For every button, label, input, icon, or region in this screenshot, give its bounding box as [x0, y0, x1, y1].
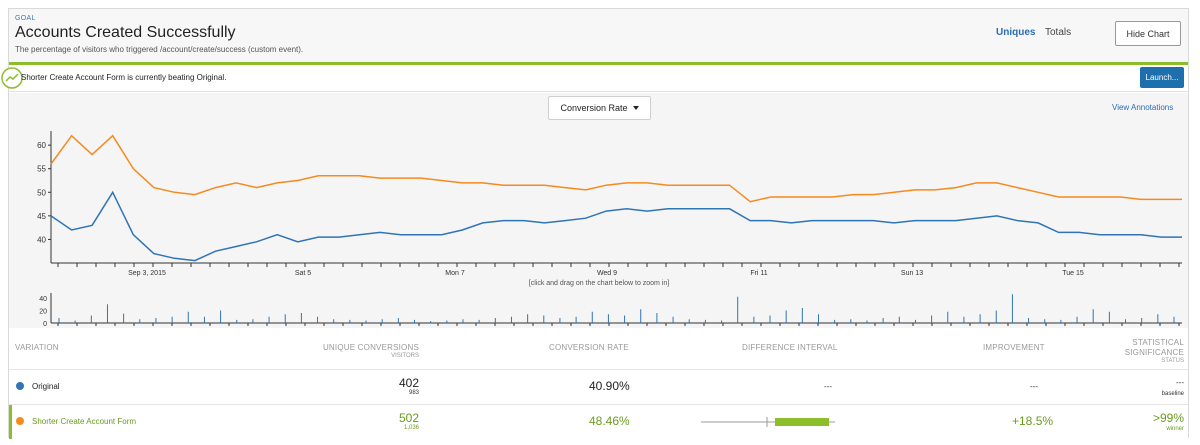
- view-annotations-link[interactable]: View Annotations: [1112, 103, 1174, 112]
- significance: ---: [1176, 378, 1184, 387]
- header-significance: SIGNIFICANCE: [1124, 348, 1184, 357]
- header-unique-conversions: UNIQUE CONVERSIONS: [322, 343, 419, 352]
- results-table: VARIATION UNIQUE CONVERSIONS VISITORS CO…: [9, 329, 1188, 439]
- difference-interval: ---: [824, 382, 832, 391]
- tab-totals[interactable]: Totals: [1045, 27, 1072, 38]
- y-tick-label: 45: [37, 212, 46, 221]
- metric-dropdown-label: Conversion Rate: [560, 103, 628, 113]
- table-row-variant[interactable]: Shorter Create Account Form 502 1,036 48…: [9, 405, 1188, 439]
- status-label: winner: [1166, 426, 1184, 432]
- overview-y-tick-label: 20: [39, 309, 47, 316]
- x-tick-label: Mon 7: [445, 270, 465, 277]
- conversion-rate-chart[interactable]: 40 45 50 55 60 Sep 3, 2015 Sat 5 Mon 7 Wed 9 Fri …: [9, 93, 1190, 328]
- x-tick-label: Tue 15: [1062, 270, 1084, 277]
- y-tick-label: 50: [37, 188, 46, 197]
- x-tick-label: Fri 11: [750, 270, 767, 277]
- caret-down-icon: [632, 106, 639, 110]
- header-status: STATUS: [1161, 358, 1184, 364]
- metric-dropdown[interactable]: Conversion Rate: [548, 96, 651, 120]
- series-line: [50, 190, 1182, 262]
- x-tick-label: Sep 3, 2015: [128, 270, 166, 277]
- y-tick-label: 40: [37, 235, 46, 244]
- header-conversion-rate: CONVERSION RATE: [549, 343, 629, 352]
- goal-title: Accounts Created Successfully: [15, 24, 236, 41]
- tab-uniques[interactable]: Uniques: [996, 27, 1036, 38]
- zoom-hint: [click and drag on the chart below to zo…: [529, 280, 670, 287]
- header-variation: VARIATION: [15, 343, 59, 352]
- row-divider: [9, 369, 1188, 370]
- winner-banner: Shorter Create Account Form is currently…: [1, 65, 1188, 92]
- variation-name: Shorter Create Account Form: [32, 417, 137, 426]
- original-color-dot: [16, 382, 24, 390]
- y-tick-label: 55: [37, 165, 46, 174]
- row-divider: [9, 404, 1188, 405]
- x-tick-label: Sat 5: [295, 270, 311, 277]
- header-improvement: IMPROVEMENT: [983, 343, 1045, 352]
- overview-y-tick-label: 0: [43, 321, 47, 328]
- unique-conversions: 402: [398, 376, 419, 390]
- header-statistical: STATISTICAL: [1132, 338, 1184, 347]
- goal-header: GOAL Accounts Created Successfully The p…: [9, 9, 1188, 63]
- improvement: ---: [1030, 382, 1038, 391]
- variation-name: Original: [32, 382, 60, 391]
- hide-chart-button[interactable]: Hide Chart: [1115, 21, 1181, 46]
- banner-message: Shorter Create Account Form is currently…: [21, 73, 227, 82]
- chart-area[interactable]: 40 45 50 55 60 Sep 3, 2015 Sat 5 Mon 7 Wed 9 Fri …: [9, 93, 1188, 328]
- header-difference-interval: DIFFERENCE INTERVAL: [742, 343, 838, 352]
- visitors-count: 983: [408, 390, 419, 396]
- winner-marker: [9, 405, 12, 439]
- header-visitors: VISITORS: [391, 353, 419, 359]
- conversion-rate: 40.90%: [589, 379, 630, 393]
- unique-conversions: 502: [398, 411, 419, 425]
- launch-button[interactable]: Launch...: [1140, 67, 1184, 88]
- trend-up-icon: [1, 67, 23, 89]
- visitors-count: 1,036: [403, 425, 419, 431]
- overview-y-tick-label: 40: [39, 296, 47, 303]
- y-tick-label: 60: [37, 141, 46, 150]
- series-line: [50, 134, 1182, 203]
- goal-tag: GOAL: [15, 15, 36, 22]
- x-tick-label: Wed 9: [597, 270, 617, 277]
- goal-accent-bar: [9, 62, 1188, 65]
- improvement: +18.5%: [1012, 414, 1054, 428]
- table-row-original[interactable]: Original 402 983 40.90% --- --- --- base…: [9, 370, 1188, 404]
- status-label: baseline: [1161, 391, 1184, 397]
- goal-description: The percentage of visitors who triggered…: [15, 45, 304, 54]
- experiment-results-panel: GOAL Accounts Created Successfully The p…: [1, 8, 1189, 439]
- variant-color-dot: [16, 417, 24, 425]
- significance: >99%: [1152, 411, 1184, 425]
- difference-interval-bar: [701, 417, 835, 427]
- conversion-rate: 48.46%: [589, 414, 630, 428]
- x-tick-label: Sun 13: [901, 270, 923, 277]
